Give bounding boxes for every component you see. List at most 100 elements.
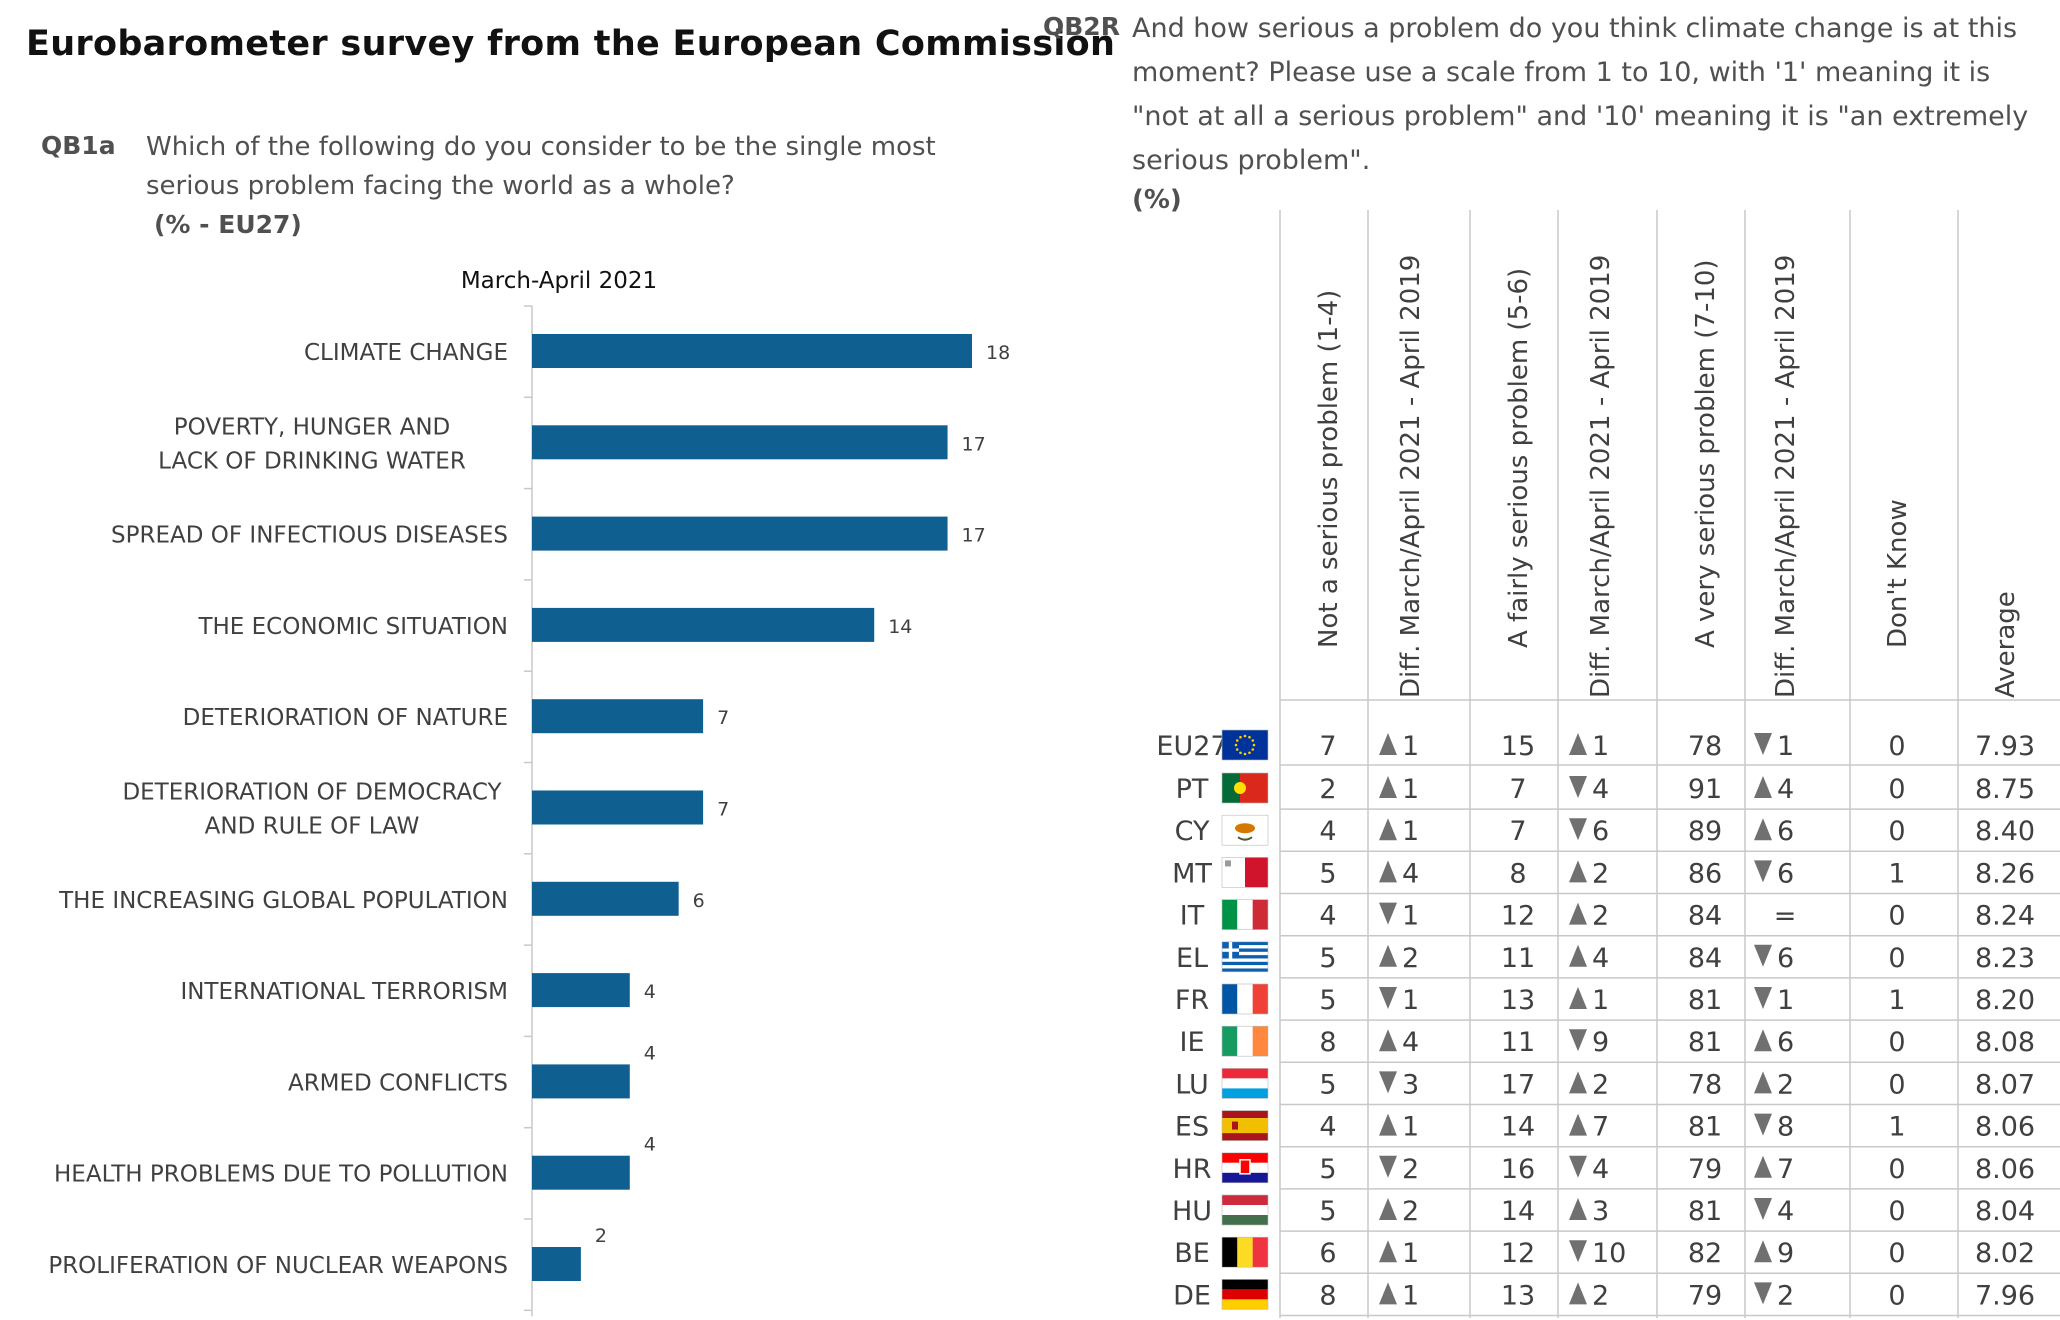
table-cell: 0	[1888, 731, 1905, 762]
flag-part	[1228, 941, 1233, 959]
diff-value: 2	[1592, 1069, 1609, 1100]
country-label: CY	[1175, 816, 1210, 847]
flag-star	[1252, 743, 1256, 747]
data-label: 7	[717, 799, 729, 821]
triangle-up-icon	[1379, 1029, 1397, 1052]
data-label: 4	[644, 981, 656, 1003]
diff-value: 2	[1402, 1196, 1419, 1227]
ireland-flag	[1221, 1025, 1269, 1057]
triangle-up-icon	[1569, 860, 1587, 883]
diff-value: 2	[1592, 1280, 1609, 1311]
table-cell: 13	[1501, 985, 1535, 1016]
flag-border	[1221, 1068, 1269, 1099]
bar	[532, 790, 704, 825]
flag-star	[1251, 748, 1255, 751]
flag-part	[1222, 1152, 1268, 1163]
triangle-up-icon	[1569, 944, 1587, 967]
category-label: LACK OF DRINKING WATER	[158, 448, 466, 474]
diff-value: 1	[1777, 985, 1794, 1016]
triangle-down-icon	[1569, 776, 1587, 798]
diff-value: 1	[1777, 731, 1794, 762]
table-cell: 82	[1688, 1238, 1722, 1269]
table-cell: 4	[1319, 1112, 1336, 1143]
category-label: PROLIFERATION OF NUCLEAR WEAPONS	[48, 1253, 508, 1279]
data-label: 18	[986, 342, 1010, 364]
table-cell: 81	[1688, 985, 1722, 1016]
table-cell: 79	[1688, 1154, 1722, 1185]
category-label: HEALTH PROBLEMS DUE TO POLLUTION	[54, 1162, 508, 1188]
flag-border	[1221, 1110, 1269, 1141]
country-label: DE	[1173, 1280, 1211, 1311]
triangle-down-icon	[1569, 1240, 1587, 1263]
diff-value: 4	[1592, 774, 1609, 805]
flag-star	[1235, 739, 1239, 742]
country-label: LU	[1175, 1069, 1208, 1100]
table-cell: 5	[1319, 1154, 1336, 1185]
flag-emblem	[1239, 1159, 1251, 1175]
table-cell: 2	[1319, 774, 1336, 805]
flag-border	[1221, 1236, 1269, 1268]
diff-value: 6	[1777, 858, 1794, 889]
malta-flag	[1221, 857, 1269, 888]
flag-part	[1222, 899, 1238, 930]
diff-value: 6	[1777, 816, 1794, 847]
data-label: 14	[888, 616, 912, 638]
table-cell: 8.26	[1975, 858, 2035, 889]
bar	[532, 699, 704, 734]
triangle-up-icon	[1569, 733, 1587, 755]
triangle-up-icon	[1379, 776, 1397, 798]
flag-border	[1221, 1279, 1269, 1310]
triangle-down-icon	[1754, 733, 1772, 755]
diff-value: 1	[1402, 901, 1419, 932]
diff-value: 2	[1592, 901, 1609, 932]
flag-part	[1237, 1237, 1253, 1268]
croatia-flag	[1221, 1152, 1269, 1184]
flag-star	[1251, 739, 1255, 742]
diff-value: 7	[1592, 1112, 1609, 1143]
flag-part	[1252, 899, 1268, 930]
triangle-up-icon	[1569, 987, 1587, 1009]
table-cell: 7.93	[1975, 731, 2035, 762]
flag-border	[1221, 983, 1269, 1015]
table-cell: 8.08	[1975, 1027, 2035, 1058]
page-title: Eurobarometer survey from the European C…	[26, 24, 1116, 64]
category-label: DETERIORATION OF DEMOCRACY	[122, 780, 502, 806]
bar	[532, 607, 875, 642]
diff-value: 9	[1592, 1027, 1609, 1058]
data-label: 7	[717, 707, 729, 729]
flag-star	[1239, 751, 1242, 755]
qb2-code: QB2R	[1043, 12, 1120, 41]
diff-value: 1	[1402, 774, 1419, 805]
table-cell: 12	[1501, 901, 1535, 932]
data-label: 17	[962, 525, 986, 547]
diff-value: 9	[1777, 1238, 1794, 1269]
category-label: SPREAD OF INFECTIOUS DISEASES	[111, 523, 508, 549]
flag-star	[1235, 748, 1239, 751]
flag-part	[1252, 1026, 1268, 1057]
triangle-up-icon	[1754, 1240, 1772, 1263]
data-label: 2	[595, 1225, 607, 1247]
diff-value: 7	[1777, 1154, 1794, 1185]
diff-value: 3	[1402, 1069, 1419, 1100]
data-label: 17	[962, 433, 986, 455]
table-cell: 7	[1319, 731, 1336, 762]
triangle-up-icon	[1754, 776, 1772, 798]
table-cell: 79	[1688, 1280, 1722, 1311]
qb2-question: And how serious a problem do you think c…	[1132, 13, 2029, 176]
table-cell: 8.75	[1975, 774, 2035, 805]
france-flag	[1221, 983, 1269, 1015]
flag-part	[1222, 945, 1268, 949]
triangle-up-icon	[1379, 860, 1397, 883]
triangle-down-icon	[1379, 902, 1397, 925]
flag-part	[1222, 1110, 1268, 1119]
triangle-up-icon	[1379, 1282, 1397, 1305]
table-cell: 0	[1888, 943, 1905, 974]
country-label: IT	[1180, 901, 1205, 932]
category-label: AND RULE OF LAW	[205, 814, 420, 840]
country-label: PT	[1176, 774, 1209, 805]
table-cell: 0	[1888, 1069, 1905, 1100]
diff-value: 4	[1402, 858, 1419, 889]
diff-value: 4	[1777, 1196, 1794, 1227]
flag-part	[1222, 1215, 1268, 1225]
triangle-down-icon	[1754, 1198, 1772, 1220]
